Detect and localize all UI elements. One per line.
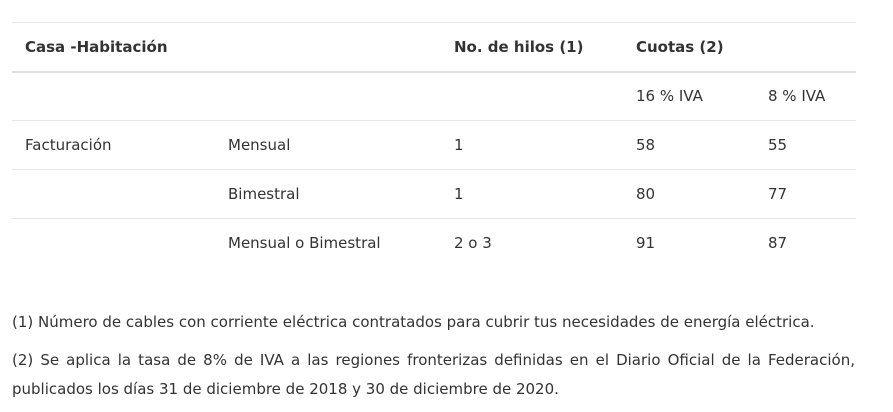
cell-category (12, 170, 215, 219)
cell-iva16: 91 (636, 234, 656, 253)
cell-hilos: 1 (454, 185, 464, 203)
cell-category (12, 219, 215, 268)
cell-hilos: 2 o 3 (454, 234, 492, 253)
table-row: Facturación Mensual 1 58 55 (12, 121, 856, 170)
subheader-iva8: 8 % IVA (768, 87, 826, 106)
table-row: Mensual o Bimestral 2 o 3 91 87 (12, 219, 856, 268)
subheader-empty-3 (441, 72, 623, 121)
cell-iva16: 58 (636, 136, 656, 154)
cell-iva8: 77 (768, 185, 788, 203)
subheader-row: 16 % IVA 8 % IVA (12, 72, 856, 121)
cell-hilos: 1 (454, 136, 464, 154)
rates-table-container: Casa -Habitación No. de hilos (1) Cuotas… (12, 22, 856, 268)
header-no-de-hilos: No. de hilos (1) (454, 37, 584, 56)
cell-period: Bimestral (228, 185, 300, 203)
cell-period: Mensual o Bimestral (228, 234, 381, 253)
cell-iva8: 55 (768, 136, 788, 154)
header-cuotas: Cuotas (2) (636, 37, 724, 56)
cell-category: Facturación (25, 136, 112, 154)
table-row: Bimestral 1 80 77 (12, 170, 856, 219)
footnote-1: (1) Número de cables con corriente eléct… (12, 313, 815, 331)
subheader-iva16: 16 % IVA (636, 87, 703, 106)
table-header-row: Casa -Habitación No. de hilos (1) Cuotas… (12, 22, 856, 72)
header-empty (215, 23, 441, 72)
header-empty-2 (755, 23, 856, 72)
rates-table: Casa -Habitación No. de hilos (1) Cuotas… (12, 22, 856, 268)
cell-iva8: 87 (768, 234, 788, 253)
cell-iva16: 80 (636, 185, 656, 203)
header-casa-habitacion: Casa -Habitación (25, 37, 168, 56)
footnote-2: (2) Se aplica la tasa de 8% de IVA a las… (12, 351, 855, 398)
subheader-empty-2 (215, 72, 441, 121)
subheader-empty-1 (12, 72, 215, 121)
cell-period: Mensual (228, 136, 291, 154)
